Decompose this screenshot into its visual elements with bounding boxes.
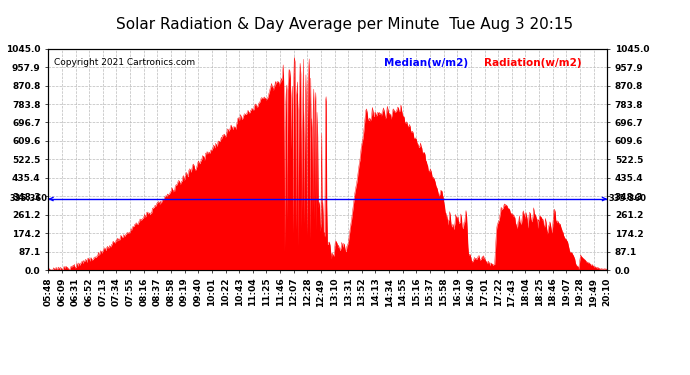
Text: 335.360: 335.360 xyxy=(9,195,47,204)
Text: Median(w/m2): Median(w/m2) xyxy=(384,58,468,68)
Text: 335.360: 335.360 xyxy=(609,195,647,204)
Text: Radiation(w/m2): Radiation(w/m2) xyxy=(484,58,582,68)
Text: Copyright 2021 Cartronics.com: Copyright 2021 Cartronics.com xyxy=(54,58,195,67)
Text: Solar Radiation & Day Average per Minute  Tue Aug 3 20:15: Solar Radiation & Day Average per Minute… xyxy=(117,17,573,32)
